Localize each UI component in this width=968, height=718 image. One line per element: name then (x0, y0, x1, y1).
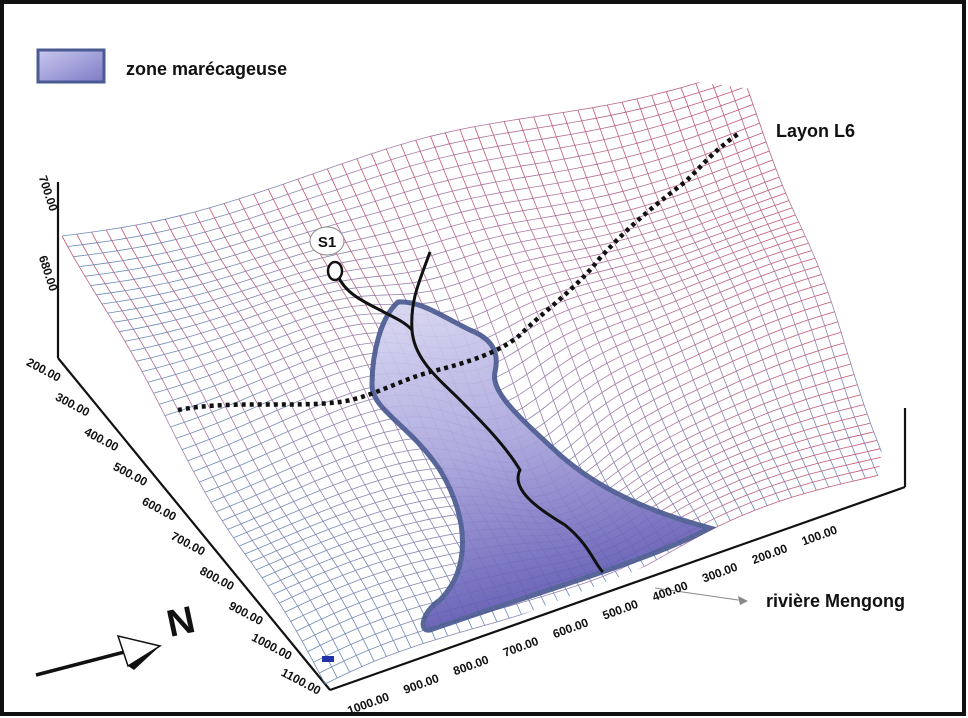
spring-branch (336, 275, 414, 332)
river-label: rivière Mengong (766, 591, 905, 611)
spring-label-bubble (309, 226, 345, 256)
river-pointer-arrowhead (738, 596, 748, 605)
north-arrow-head-right (128, 646, 160, 670)
river-pointer-line (654, 587, 746, 602)
spring-marker (326, 260, 344, 282)
trail-label: Layon L6 (776, 121, 855, 141)
stream-channel (410, 251, 605, 574)
corner-marker (322, 656, 334, 662)
front-axis-line (329, 485, 906, 692)
legend-label: zone marécageuse (126, 59, 287, 79)
north-arrow-shaft (35, 648, 133, 677)
spring-label: S1 (318, 234, 336, 251)
trail-layon-l6 (177, 132, 740, 413)
left-axis-line (57, 357, 331, 691)
base-box (56, 182, 907, 692)
swamp-zone (369, 299, 717, 633)
legend-swatch (36, 48, 106, 84)
